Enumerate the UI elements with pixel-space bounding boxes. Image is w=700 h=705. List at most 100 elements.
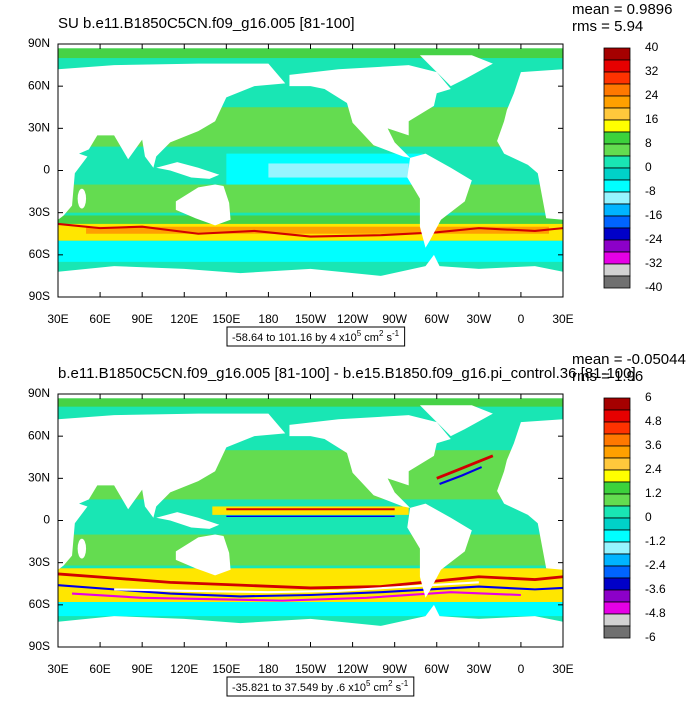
- note-exp: -1: [392, 329, 400, 338]
- lon-label: 60W: [424, 662, 449, 676]
- map-panel: SU b.e11.B1850C5CN.f09_g16.005 [81-100] m…: [28, 1, 673, 347]
- lon-label: 60W: [424, 312, 449, 326]
- lat-label: 30S: [29, 205, 50, 219]
- lon-label: 30W: [466, 312, 491, 326]
- lat-label: 90N: [28, 386, 50, 400]
- colorbar-box: [603, 505, 631, 519]
- colorbar-box: [603, 167, 631, 181]
- colorbar-box: [603, 179, 631, 193]
- map-panel: b.e11.B1850C5CN.f09_g16.005 [81-100] - b…: [28, 351, 686, 697]
- colorbar-box: [603, 577, 631, 591]
- lon-label: 60E: [89, 312, 110, 326]
- lon-label: 180: [258, 312, 278, 326]
- colorbar-label: -3.6: [645, 582, 666, 596]
- colorbar-box: [603, 565, 631, 579]
- lon-label: 0: [518, 662, 525, 676]
- colorbar-box: [603, 517, 631, 531]
- lat-label: 30N: [28, 471, 50, 485]
- lat-label: 30S: [29, 555, 50, 569]
- note-unit: s: [393, 682, 402, 694]
- note-exp: 5: [357, 329, 362, 338]
- note-text: -35.821 to 37.549 by .6 x10: [232, 682, 366, 694]
- colorbar-box: [603, 263, 631, 277]
- lat-label: 60N: [28, 78, 50, 92]
- colorbar-box: [603, 433, 631, 447]
- colorbar-box: [603, 95, 631, 109]
- colorbar-label: -24: [645, 232, 663, 246]
- colorbar-box: [603, 469, 631, 483]
- colorbar-label: -6: [645, 630, 656, 644]
- colorbar-label: 24: [645, 88, 659, 102]
- lat-label: 90S: [29, 289, 50, 303]
- panel-title: b.e11.B1850C5CN.f09_g16.005 [81-100] - b…: [58, 365, 636, 382]
- lat-label: 90S: [29, 639, 50, 653]
- colorbar-label: -2.4: [645, 558, 666, 572]
- colorbar-box: [603, 275, 631, 289]
- colorbar-box: [603, 481, 631, 495]
- colorbar-box: [603, 83, 631, 97]
- map-field: [58, 394, 564, 648]
- lat-label: 60N: [28, 428, 50, 442]
- lon-label: 120W: [337, 662, 369, 676]
- colorbar-label: 6: [645, 390, 652, 404]
- rms-stat: rms = 5.94: [572, 18, 643, 35]
- lon-label: 60E: [89, 662, 110, 676]
- colorbar-label: 2.4: [645, 462, 662, 476]
- lon-label: 150W: [295, 662, 327, 676]
- lon-label: 30E: [47, 662, 68, 676]
- lon-label: 120E: [170, 312, 198, 326]
- colorbar-box: [603, 59, 631, 73]
- lon-label: 90W: [382, 662, 407, 676]
- lat-label: 60S: [29, 597, 50, 611]
- colorbar-box: [603, 625, 631, 639]
- colorbar-label: 32: [645, 64, 659, 78]
- lat-label: 30N: [28, 121, 50, 135]
- note-text: -58.64 to 101.16 by 4 x10: [232, 332, 357, 344]
- colorbar-box: [603, 119, 631, 133]
- note-unit: s: [383, 332, 392, 344]
- range-note: -35.821 to 37.549 by .6 x105 cm2 s-1: [232, 679, 409, 694]
- colorbar-box: [603, 589, 631, 603]
- colorbar-box: [603, 143, 631, 157]
- colorbar-box: [603, 107, 631, 121]
- note-box: [226, 676, 415, 697]
- colorbar-box: [603, 155, 631, 169]
- colorbar-box: [603, 529, 631, 543]
- lon-label: 150W: [295, 312, 327, 326]
- note-exp: 2: [379, 329, 384, 338]
- colorbar-box: [603, 251, 631, 265]
- colorbar-label: 1.2: [645, 486, 662, 500]
- lon-label: 120E: [170, 662, 198, 676]
- lat-label: 60S: [29, 247, 50, 261]
- lon-label: 0: [518, 312, 525, 326]
- range-note: -58.64 to 101.16 by 4 x105 cm2 s-1: [232, 329, 400, 344]
- colorbar-label: 0: [645, 510, 652, 524]
- colorbar-box: [603, 613, 631, 627]
- colorbar-box: [603, 553, 631, 567]
- map-field: [58, 44, 564, 298]
- colorbar-label: 40: [645, 40, 659, 54]
- colorbar-box: [603, 445, 631, 459]
- lat-label: 0: [43, 163, 50, 177]
- note-exp: 2: [388, 679, 393, 688]
- note-exp: 5: [366, 679, 371, 688]
- colorbar-box: [603, 203, 631, 217]
- rms-stat: rms = 1.96: [572, 368, 643, 385]
- colorbar-box: [603, 457, 631, 471]
- colorbar-box: [603, 239, 631, 253]
- colorbar-box: [603, 71, 631, 85]
- colorbar-box: [603, 227, 631, 241]
- lon-label: 150E: [212, 662, 240, 676]
- lon-label: 30E: [552, 312, 573, 326]
- colorbar-box: [603, 493, 631, 507]
- colorbar-label: 16: [645, 112, 659, 126]
- colorbar-box: [603, 601, 631, 615]
- colorbar-box: [603, 215, 631, 229]
- colorbar-label: 4.8: [645, 414, 662, 428]
- colorbar-label: -8: [645, 184, 656, 198]
- lon-label: 90E: [131, 312, 152, 326]
- panel-title: SU b.e11.B1850C5CN.f09_g16.005 [81-100]: [58, 15, 355, 32]
- colorbar-box: [603, 409, 631, 423]
- colorbar-box: [603, 541, 631, 555]
- mean-stat: mean = -0.05044: [572, 351, 686, 368]
